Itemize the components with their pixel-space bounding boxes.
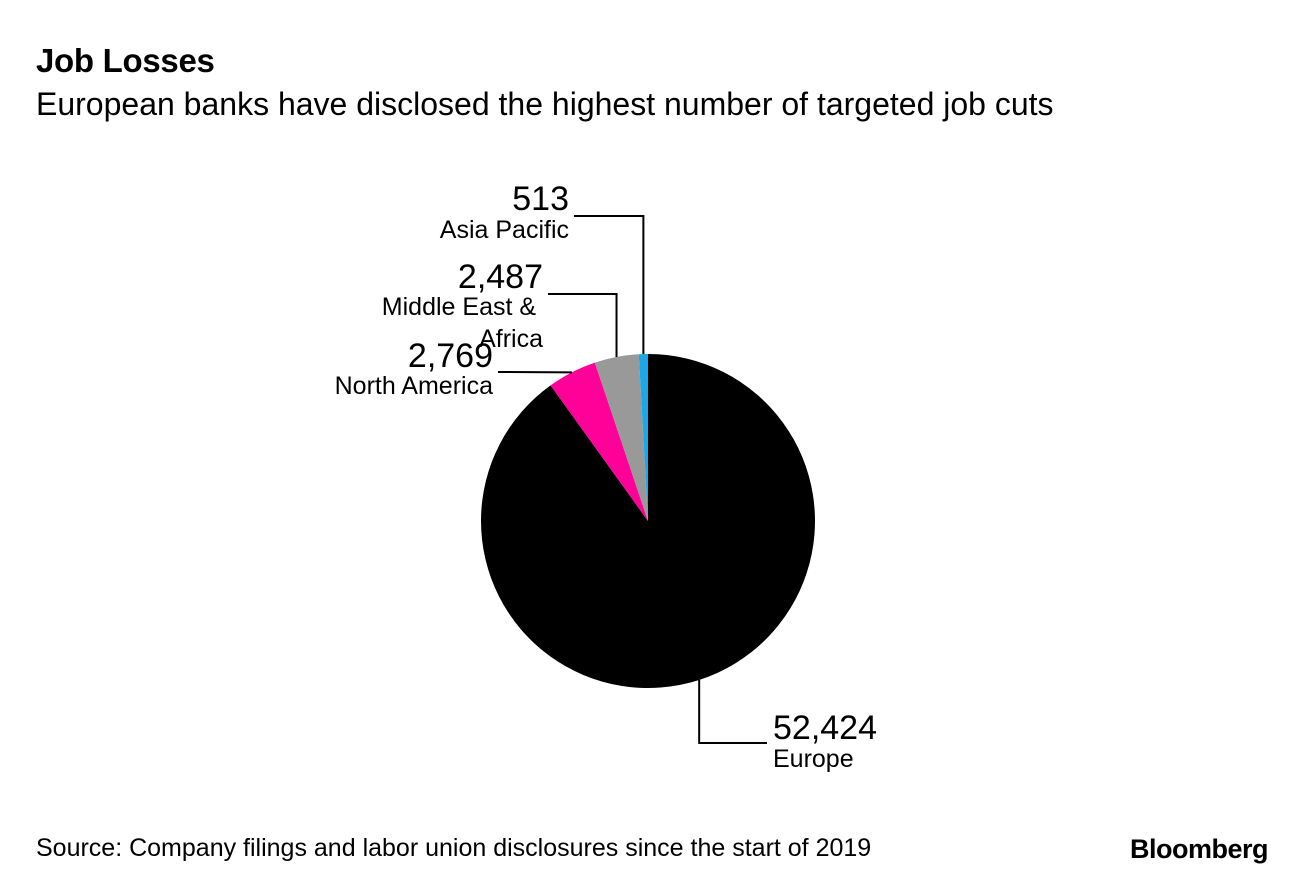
- chart-subtitle: European banks have disclosed the highes…: [36, 86, 1054, 122]
- leader-line-middle-east-africa: [548, 293, 618, 357]
- pie-slice-north-america: [550, 362, 648, 521]
- pie-slice-middle-east-africa: [594, 354, 648, 521]
- pie-slice-europe: [481, 354, 816, 688]
- europe-value: 52,424: [773, 709, 877, 747]
- europe-label: Europe: [773, 745, 854, 773]
- label-middle-east-africa: 2,487 Middle East & Africa: [382, 258, 543, 353]
- label-europe: 52,424 Europe: [773, 709, 877, 773]
- asia-pacific-value: 513: [512, 180, 569, 218]
- source-note: Source: Company filings and labor union …: [36, 834, 872, 862]
- chart-title: Job Losses: [36, 42, 215, 79]
- leader-lines: [497, 215, 767, 744]
- middle-east-africa-value: 2,487: [458, 258, 543, 296]
- label-asia-pacific: 513 Asia Pacific: [440, 180, 569, 244]
- leader-line-europe: [698, 679, 767, 744]
- bloomberg-logo: Bloomberg: [1129, 834, 1269, 864]
- asia-pacific-label: Asia Pacific: [440, 216, 569, 244]
- pie-slice-asia-pacific: [638, 354, 648, 521]
- pie-slices: [481, 354, 816, 688]
- leader-line-asia-pacific: [574, 215, 645, 355]
- pie-chart: 513 Asia Pacific 2,487 Middle East & Afr…: [335, 180, 877, 773]
- north-america-value: 2,769: [408, 337, 493, 375]
- north-america-label: North America: [335, 372, 493, 400]
- label-north-america: 2,769 North America: [335, 337, 493, 400]
- middle-east-africa-label: Middle East & Africa: [382, 293, 543, 353]
